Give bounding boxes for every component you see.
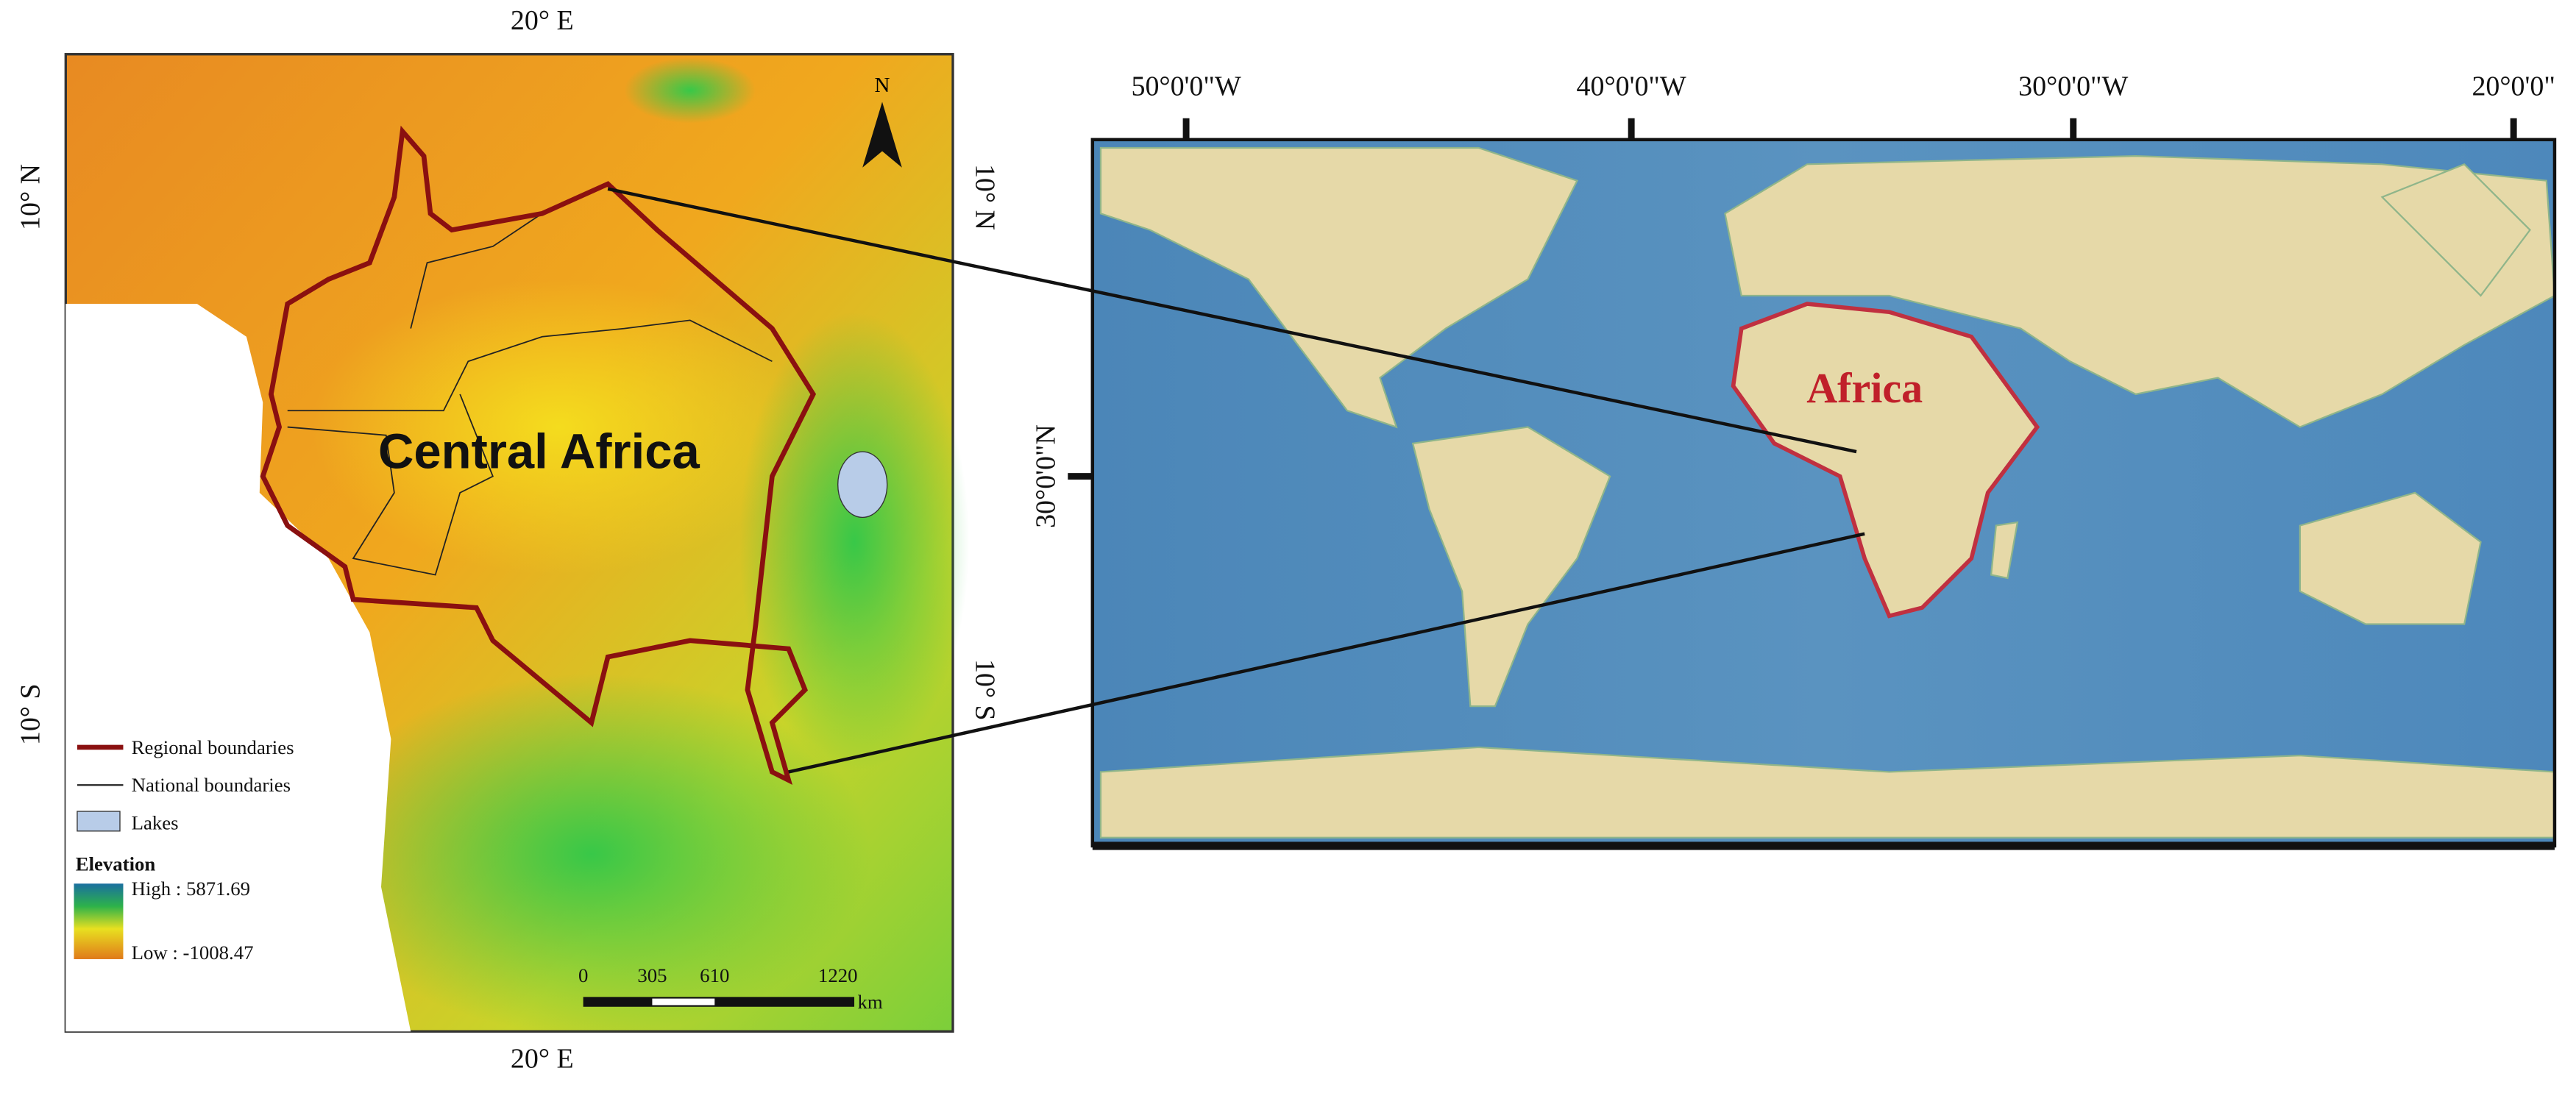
north-label: N <box>875 74 890 97</box>
terrain-shade <box>312 673 871 1035</box>
region-label: Central Africa <box>378 424 700 479</box>
scale-label: 0 <box>578 964 588 986</box>
terrain-shade <box>739 312 970 772</box>
national-boundary <box>287 394 494 576</box>
latitude-label: 10° N <box>969 164 1000 230</box>
elevation-ramp <box>74 883 124 959</box>
longitude-label: 50°0'0"W <box>1131 71 1241 102</box>
scale-label: 305 <box>637 964 667 986</box>
legend-swatch <box>77 811 121 832</box>
latitude-label: 10° N <box>15 164 46 230</box>
longitude-label: 30°0'0"W <box>2018 71 2128 102</box>
national-boundary <box>287 319 773 412</box>
terrain-shade <box>312 279 806 575</box>
connector-line <box>788 532 1865 774</box>
latitude-label: 30°0'0"N <box>1030 424 1061 528</box>
legend-high: High : 5871.69 <box>132 878 250 900</box>
scale-unit: km <box>858 991 883 1013</box>
latitude-label: 10° S <box>969 659 1000 721</box>
longitude-label: 40°0'0"W <box>1577 71 1686 102</box>
legend-title: Elevation <box>76 853 156 875</box>
region-label: Africa <box>1806 364 1923 412</box>
legend-item: National boundaries <box>132 774 291 796</box>
legend: Regional boundaries National boundaries … <box>74 736 294 964</box>
sea <box>65 304 411 1032</box>
regional-boundary <box>260 125 817 786</box>
latitude-label: 10° S <box>15 683 46 745</box>
scale-label: 1220 <box>818 964 858 986</box>
longitude-label: 20° E <box>511 5 574 36</box>
longitude-label: 20°0'0" <box>2472 71 2555 102</box>
longitude-label: 20° E <box>511 1043 574 1074</box>
north-arrow: N <box>862 74 902 168</box>
connector-line <box>607 187 1857 454</box>
legend-item: Regional boundaries <box>132 736 294 758</box>
national-boundary <box>410 213 543 329</box>
right-map: 50°0'0"W 40°0'0"W 30°0'0"W 20°0'0" 30°0'… <box>1030 71 2557 850</box>
scale-label: 610 <box>700 964 729 986</box>
legend-item: Lakes <box>132 812 179 834</box>
terrain-shade <box>624 57 756 124</box>
legend-low: Low : -1008.47 <box>132 942 254 964</box>
continents <box>1099 146 2556 839</box>
lake <box>837 451 888 519</box>
scale-bar: 0 305 610 1220 km <box>578 964 883 1013</box>
left-map: 20° E 20° E 10° N 10° S 10° N 10° S N Ce… <box>15 5 1001 1074</box>
